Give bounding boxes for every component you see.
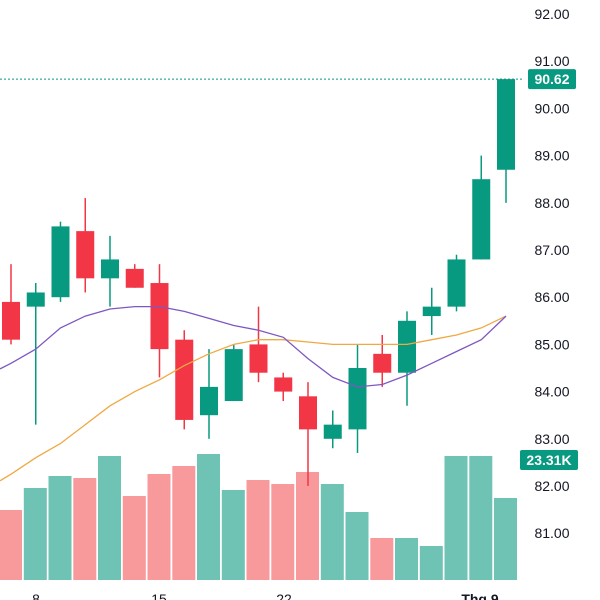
candle — [26, 283, 45, 425]
candle-body — [472, 179, 491, 260]
candle-body — [348, 368, 367, 430]
candle — [249, 306, 268, 383]
candle-body — [447, 259, 466, 307]
candle-body — [224, 349, 243, 402]
volume-bar — [395, 538, 418, 580]
candle — [497, 79, 515, 203]
y-tick-label: 85.00 — [534, 336, 569, 352]
volume-bar — [147, 474, 171, 580]
candle — [472, 155, 491, 260]
candle-body — [323, 424, 342, 439]
y-tick-label: 81.00 — [534, 525, 569, 541]
candle — [422, 287, 441, 335]
candle — [51, 221, 70, 302]
candle — [76, 198, 95, 293]
y-tick-label: 86.00 — [534, 289, 569, 305]
y-tick-label: 84.00 — [534, 384, 569, 400]
volume-bar — [73, 478, 97, 580]
candle-body — [497, 79, 515, 170]
volume-bar — [469, 456, 493, 580]
candle — [150, 264, 169, 378]
candle — [274, 372, 293, 402]
candle-body — [299, 396, 317, 430]
candle-body — [26, 292, 45, 307]
ma-slow-line — [0, 315, 507, 482]
candle — [398, 311, 416, 406]
candle-body — [200, 386, 218, 416]
candle-body — [398, 320, 416, 373]
volume-bar — [370, 538, 394, 580]
candle — [101, 235, 119, 307]
candle-body — [274, 377, 293, 392]
y-tick-label: 82.00 — [534, 478, 569, 494]
candle — [299, 382, 317, 486]
candle-body — [125, 268, 144, 288]
candle — [175, 330, 194, 430]
x-tick-label: 15 — [151, 591, 167, 600]
last-volume-label: 23.31K — [526, 452, 571, 468]
candles — [2, 79, 515, 486]
volume-bar — [0, 510, 22, 580]
volume-bar — [197, 454, 220, 580]
volume-bar — [48, 476, 72, 580]
x-tick-label: Thg 9 — [461, 591, 499, 600]
volume-bar — [246, 480, 270, 580]
price-axis[interactable]: 92.00 91.00 90.00 89.00 88.00 87.00 86.00 85.00… — [534, 6, 569, 541]
x-tick-label: 22 — [276, 591, 292, 600]
volume-bar — [419, 546, 443, 580]
candle — [447, 254, 466, 312]
last-price-label: 90.62 — [534, 71, 569, 87]
candle — [323, 410, 342, 449]
candle-body — [422, 306, 441, 317]
candle-body — [175, 339, 194, 420]
candle-body — [101, 259, 119, 279]
candle-body — [150, 283, 169, 350]
candle-body — [2, 301, 20, 340]
volume-bar — [221, 490, 245, 580]
last-price-tag: 90.62 — [528, 69, 576, 90]
moving-averages — [0, 305, 507, 482]
candle — [2, 264, 20, 345]
candle-body — [76, 231, 95, 279]
y-tick-label: 91.00 — [534, 53, 569, 69]
volume-bar — [494, 498, 517, 580]
last-volume-tag: 23.31K — [520, 450, 578, 470]
candle — [348, 344, 367, 453]
candle — [224, 344, 243, 402]
candle — [200, 349, 218, 439]
volume-bar — [345, 512, 369, 580]
y-tick-label: 89.00 — [534, 148, 569, 164]
time-axis[interactable]: 8 15 22 Thg 9 — [32, 591, 499, 600]
candle-body — [373, 353, 392, 373]
y-tick-label: 90.00 — [534, 100, 569, 116]
volume-bar — [320, 484, 344, 580]
volume-bar — [172, 466, 196, 580]
volume-bars — [0, 454, 517, 580]
x-tick-label: 8 — [32, 591, 40, 600]
y-tick-label: 83.00 — [534, 431, 569, 447]
y-tick-label: 92.00 — [534, 6, 569, 22]
ma-fast-line — [0, 305, 507, 388]
candle-body — [51, 226, 70, 298]
candle — [373, 334, 392, 387]
volume-bar — [23, 488, 47, 580]
volume-bar — [296, 472, 319, 580]
y-tick-label: 87.00 — [534, 242, 569, 258]
candle-body — [249, 344, 268, 373]
volume-bar — [444, 456, 468, 580]
y-tick-label: 88.00 — [534, 195, 569, 211]
volume-bar — [98, 456, 121, 580]
volume-bar — [122, 496, 146, 580]
volume-bar — [271, 484, 295, 580]
candle — [125, 264, 144, 288]
